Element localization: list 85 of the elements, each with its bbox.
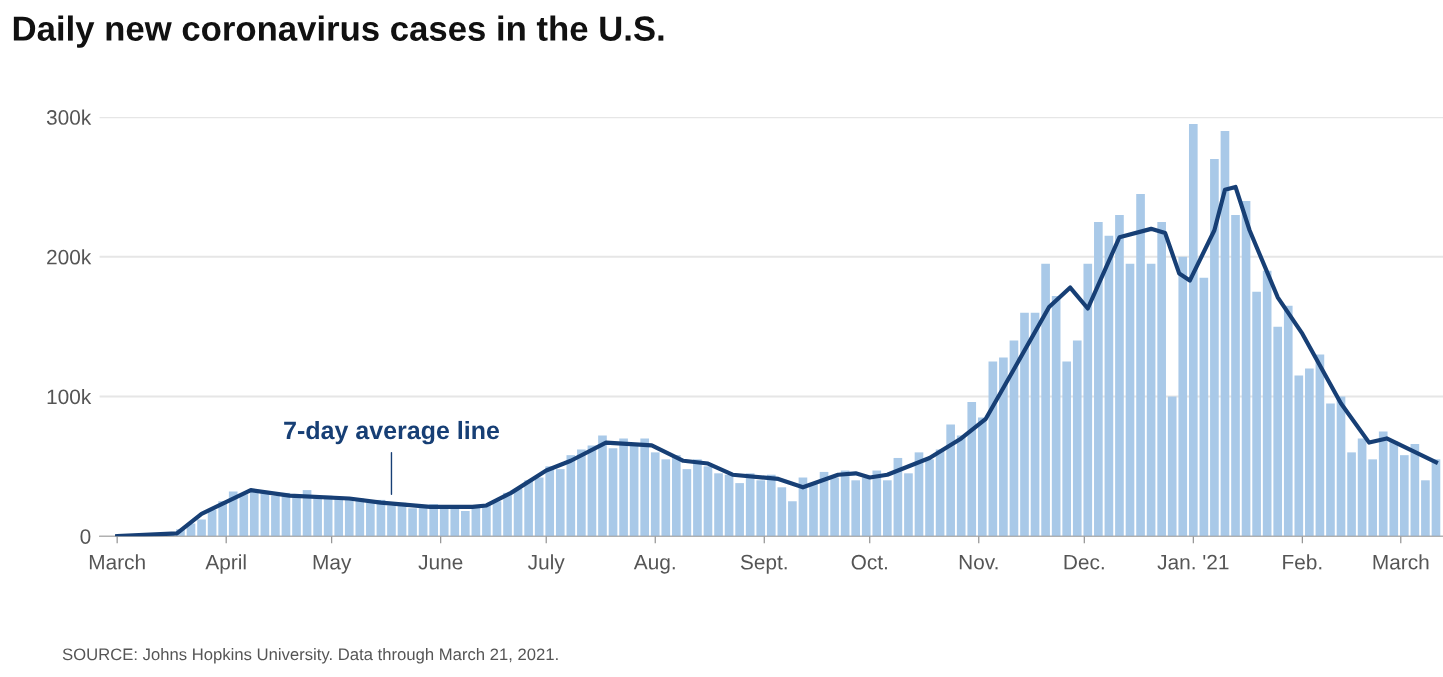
x-tick-label: March <box>89 554 145 570</box>
bar <box>672 455 681 537</box>
bar <box>703 466 713 537</box>
bar <box>1210 159 1219 537</box>
bar <box>904 473 913 537</box>
bar <box>883 480 892 537</box>
bar <box>1368 459 1377 537</box>
bar <box>1421 480 1430 537</box>
bar <box>197 519 206 537</box>
bar <box>777 487 787 537</box>
bar <box>851 480 861 537</box>
x-tick-label: Dec. <box>1064 555 1104 570</box>
bar <box>809 483 818 537</box>
bar <box>1094 221 1103 537</box>
bar <box>545 466 555 537</box>
bar <box>1220 131 1230 537</box>
y-tick-label: 200k <box>47 249 92 265</box>
bar <box>1252 291 1261 537</box>
bar <box>1051 295 1061 537</box>
x-tick-label: Nov. <box>959 555 998 570</box>
bar <box>788 501 797 537</box>
bar <box>313 498 322 537</box>
bar <box>387 505 396 537</box>
bar <box>1357 438 1367 537</box>
y-tick-label: 0 <box>80 529 91 544</box>
x-tick-label: June <box>418 555 463 570</box>
bar <box>714 473 723 537</box>
bar <box>524 480 533 537</box>
x-tick-label: Feb. <box>1283 554 1322 570</box>
bar <box>1262 270 1272 537</box>
source-note: SOURCE: Johns Hopkins University. Data through March 21, 2021. <box>62 648 558 664</box>
bar <box>366 502 375 537</box>
bar <box>977 417 987 537</box>
bar <box>1188 124 1198 537</box>
x-tick-label: Oct. <box>851 554 887 570</box>
y-tick-label: 300k <box>46 109 92 125</box>
bar <box>724 474 734 537</box>
x-tick-label: Sept. <box>740 554 787 574</box>
bar <box>334 497 344 537</box>
bar <box>249 490 259 537</box>
bar <box>1146 263 1156 537</box>
bar <box>640 438 649 537</box>
bar <box>946 424 955 537</box>
annotation: 7-day average line <box>284 420 500 445</box>
bar <box>1041 263 1050 537</box>
bar <box>534 477 544 537</box>
bar <box>925 459 934 537</box>
bar <box>577 449 586 537</box>
x-tick-label: July <box>528 554 565 574</box>
bar <box>682 469 692 537</box>
bar <box>598 435 607 537</box>
chart-title: Daily new coronavirus cases in the U.S. <box>13 15 664 48</box>
line-series <box>115 184 1439 537</box>
bar <box>1157 221 1166 537</box>
bar <box>1305 368 1314 537</box>
bar <box>693 459 702 537</box>
bar <box>1399 455 1409 537</box>
x-tick-label: Jan. '21 <box>1157 554 1229 570</box>
bar <box>1115 214 1124 537</box>
bar <box>271 495 280 537</box>
bar <box>608 448 618 537</box>
bar <box>1125 263 1135 537</box>
x-tick-label: April <box>205 554 246 574</box>
bar <box>629 443 639 537</box>
bar <box>619 438 628 537</box>
x-tick-label: March <box>1373 554 1429 570</box>
bar <box>292 497 301 537</box>
x-tick-label: Aug. <box>633 555 675 574</box>
bar <box>1347 452 1356 537</box>
bar <box>408 508 417 537</box>
bar <box>999 357 1008 537</box>
bar <box>1199 277 1209 537</box>
bar <box>830 477 839 537</box>
bar <box>1062 361 1072 537</box>
bar <box>1231 214 1240 537</box>
bar <box>503 492 512 537</box>
y-tick-label: 100k <box>47 388 92 405</box>
x-tick-label: May <box>313 555 352 574</box>
bar <box>1020 312 1029 537</box>
bar <box>766 474 776 537</box>
bar <box>1136 193 1145 537</box>
bar <box>1326 403 1335 537</box>
bar <box>735 483 744 537</box>
bar <box>460 511 470 537</box>
bar <box>1273 326 1283 537</box>
